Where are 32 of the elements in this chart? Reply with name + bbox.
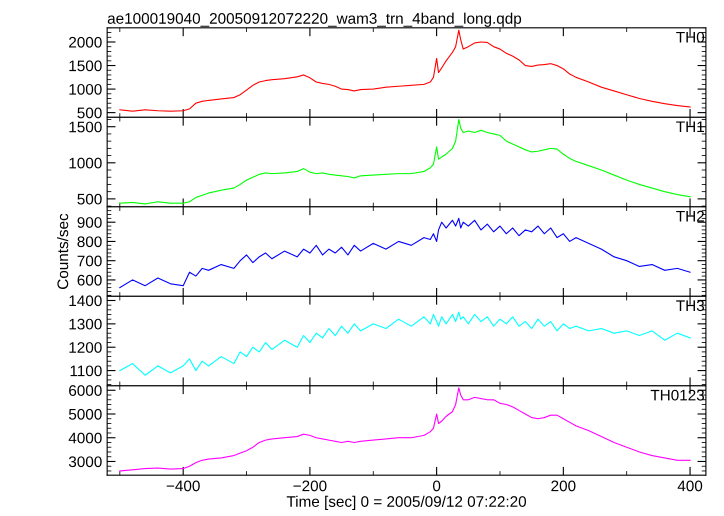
y-tick-label: 3000 [68, 456, 102, 468]
y-tick-label: 1100 [70, 365, 102, 376]
y-tick-label: 600 [78, 274, 102, 286]
y-tick-label: 5000 [68, 408, 102, 420]
text: TH1 [676, 121, 704, 132]
x-tick-label: 0 [432, 480, 440, 492]
y-tick-label: 1000 [69, 158, 102, 168]
y-axis-title: Counts/sec [57, 214, 68, 289]
x-axis-title: Time [sec] 0 = 2005/09/12 07:22:20 [286, 496, 526, 510]
y-tick-label: 800 [77, 236, 102, 248]
text: TH0123 [650, 390, 704, 401]
y-tick-label: 6000 [69, 385, 102, 396]
x-tick-label: −200 [293, 480, 327, 492]
y-tick-label: 1200 [69, 342, 102, 353]
line-series [119, 312, 691, 376]
y-tick-label: 4000 [68, 432, 102, 444]
y-tick-label: 1000 [69, 84, 102, 95]
y-tick-label: 1500 [69, 60, 102, 72]
x-tick-label: 400 [678, 480, 702, 492]
y-tick-label: 500 [77, 194, 102, 205]
y-tick-label: 1500 [69, 122, 102, 132]
series-label: TH3 [676, 300, 704, 312]
y-tick-label: 900 [78, 217, 102, 228]
y-tick-label: 700 [78, 256, 102, 266]
text: TH2 [676, 210, 704, 222]
chart-title: ae100019040_20050912072220_wam3_trn_4band_long.qdp [108, 12, 522, 27]
y-tick-label: 500 [77, 107, 102, 118]
y-tick-label: 1400 [69, 295, 102, 306]
y-tick-label: 1300 [69, 318, 102, 330]
y-tick-label: 2000 [69, 36, 102, 48]
x-tick-label: −400 [166, 480, 200, 492]
x-tick-label: 200 [551, 480, 576, 492]
